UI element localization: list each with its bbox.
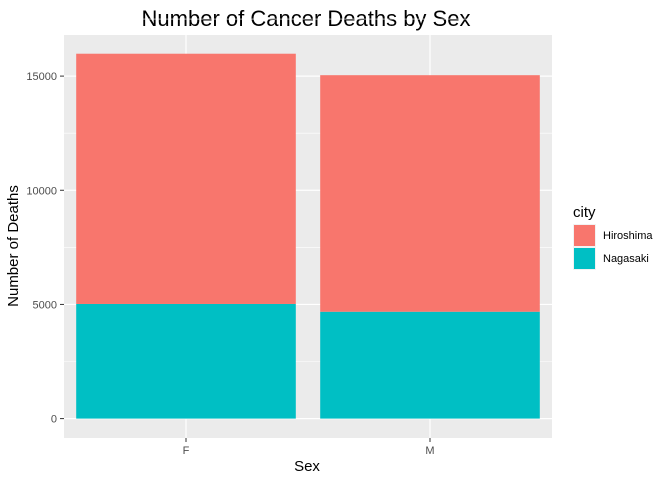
legend-label-nagasaki: Nagasaki bbox=[603, 253, 649, 265]
legend-key-nagasaki bbox=[574, 248, 595, 269]
y-tick-label: 10000 bbox=[26, 185, 57, 197]
y-axis-title: Number of Deaths bbox=[5, 185, 22, 307]
x-tick-label: F bbox=[183, 445, 190, 457]
y-tick-label: 0 bbox=[51, 414, 57, 426]
x-tick-label: M bbox=[425, 445, 434, 457]
bar-hiroshima-m bbox=[320, 75, 540, 312]
y-axis: 0 5000 10000 15000 bbox=[26, 71, 64, 426]
bar-nagasaki-f bbox=[76, 303, 296, 419]
legend-label-hiroshima: Hiroshima bbox=[603, 230, 653, 242]
bar-nagasaki-m bbox=[320, 311, 540, 419]
y-tick-label: 5000 bbox=[33, 299, 57, 311]
legend: city Hiroshima Nagasaki bbox=[573, 204, 653, 270]
legend-title: city bbox=[573, 204, 596, 221]
chart-title: Number of Cancer Deaths by Sex bbox=[142, 6, 471, 31]
y-tick-label: 15000 bbox=[26, 71, 57, 83]
legend-key-hiroshima bbox=[574, 225, 595, 246]
x-axis-title: Sex bbox=[294, 458, 320, 475]
bar-hiroshima-f bbox=[76, 53, 296, 304]
bars bbox=[76, 53, 540, 419]
